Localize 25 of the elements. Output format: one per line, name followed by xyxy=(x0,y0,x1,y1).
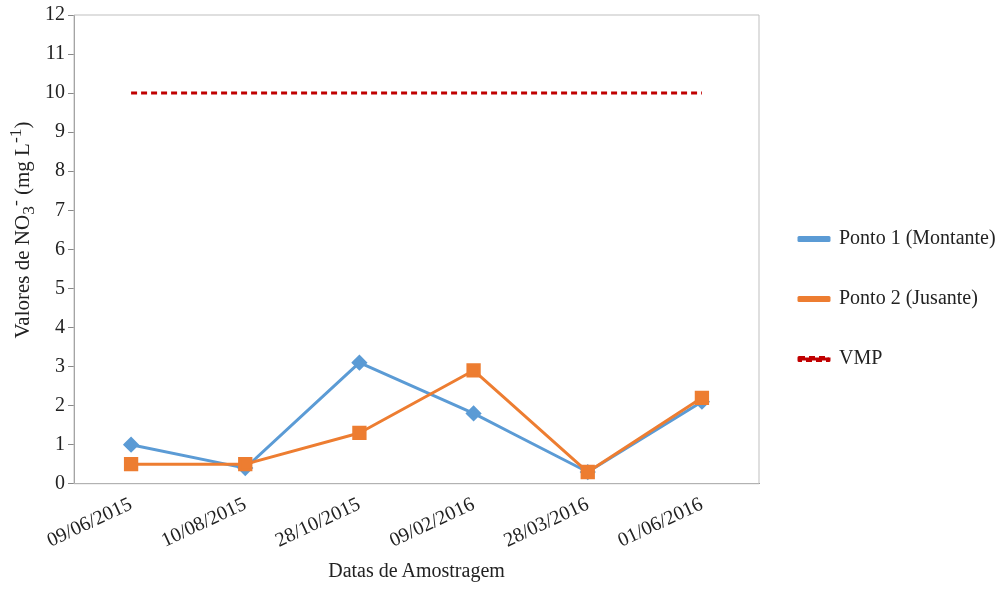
y-tick-label: 8 xyxy=(55,158,65,181)
point xyxy=(123,437,139,453)
point xyxy=(352,425,367,441)
y-tick-label: 1 xyxy=(55,431,65,454)
x-axis-title: Datas de Amostragem xyxy=(328,559,506,583)
y-tick-label: 12 xyxy=(45,2,65,25)
point xyxy=(466,405,482,421)
y-tick-label: 11 xyxy=(45,41,65,64)
legend-label: Ponto 1 (Montante) xyxy=(839,226,996,250)
legend-label: VMP xyxy=(839,346,883,369)
y-tick-label: 4 xyxy=(55,314,65,337)
y-tick-label: 0 xyxy=(55,470,65,493)
y-tick-label: 5 xyxy=(55,275,65,298)
point xyxy=(694,390,710,405)
point xyxy=(466,363,481,378)
point xyxy=(123,457,139,472)
y-tick-label: 9 xyxy=(55,119,65,142)
legend-label: Ponto 2 (Jusante) xyxy=(839,286,978,310)
point xyxy=(351,355,367,371)
y-tick-label: 2 xyxy=(55,392,65,415)
y-tick-label: 3 xyxy=(55,353,65,376)
y-tick-label: 7 xyxy=(55,197,65,220)
y-tick-label: 6 xyxy=(55,236,65,259)
y-tick-label: 10 xyxy=(45,80,65,103)
point xyxy=(238,457,253,472)
